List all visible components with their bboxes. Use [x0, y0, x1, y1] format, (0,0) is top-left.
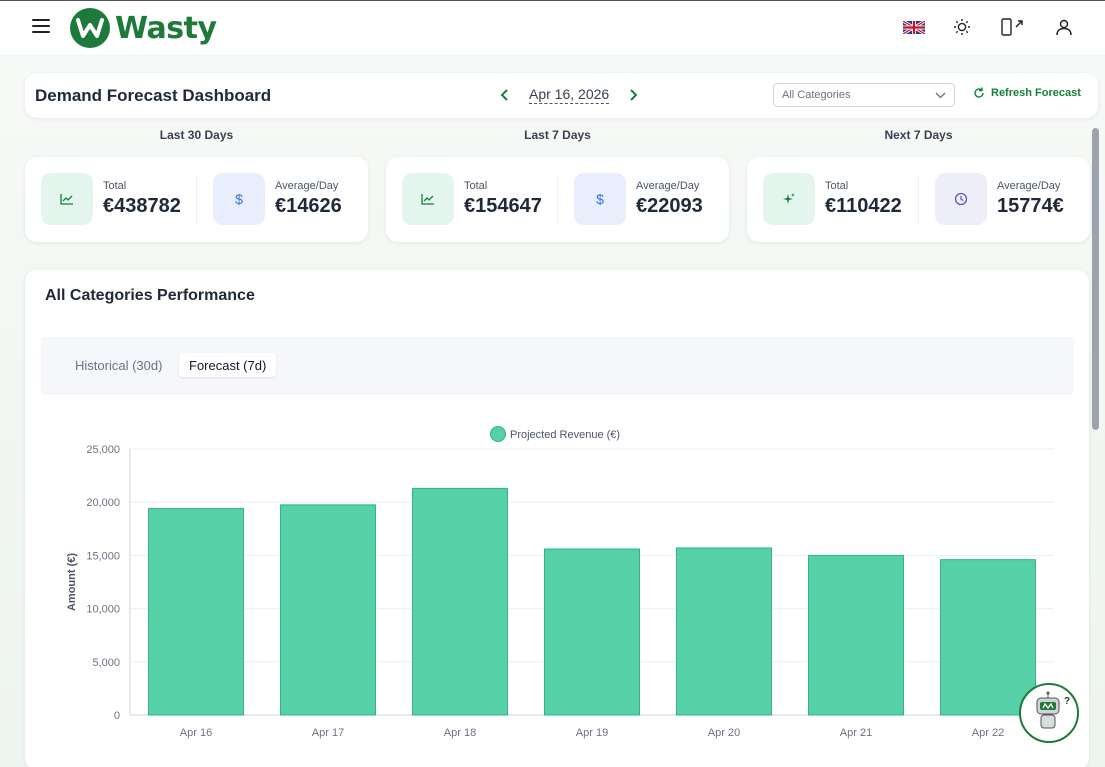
user-icon[interactable] — [1053, 16, 1075, 38]
scrollbar-thumb[interactable] — [1092, 128, 1099, 430]
period-label-next-7: Next 7 Days — [884, 128, 953, 142]
chevron-left-icon[interactable] — [495, 85, 515, 105]
stat-total-value: €438782 — [103, 195, 181, 217]
period-label-last-7: Last 7 Days — [524, 128, 591, 142]
divider — [557, 175, 558, 225]
stat-total-label: Total — [103, 180, 127, 192]
chevron-right-icon[interactable] — [623, 85, 643, 105]
current-date[interactable]: Apr 16, 2026 — [529, 86, 610, 104]
top-bar: Wasty — [0, 0, 1105, 54]
stat-total-label: Total — [464, 180, 488, 192]
tab-strip: Historical (30d) Forecast (7d) — [41, 337, 1074, 395]
x-tick-label: Apr 16 — [180, 727, 212, 739]
trend-chart-icon — [402, 173, 454, 225]
stat-avg-value: €14626 — [275, 195, 342, 217]
category-select-value: All Categories — [782, 89, 851, 101]
performance-title: All Categories Performance — [45, 287, 255, 304]
y-tick-label: 10,000 — [86, 604, 120, 616]
performance-card: All Categories Performance Historical (3… — [25, 270, 1089, 767]
x-tick-label: Apr 22 — [972, 727, 1004, 739]
x-tick-label: Apr 17 — [312, 727, 344, 739]
clock-icon — [935, 173, 987, 225]
page-title: Demand Forecast Dashboard — [35, 86, 272, 105]
refresh-forecast-button[interactable]: Refresh Forecast — [973, 87, 1081, 99]
logo[interactable]: Wasty — [70, 8, 217, 48]
assistant-bot-button[interactable]: ? — [1019, 683, 1079, 743]
bar — [279, 504, 377, 716]
y-tick-label: 15,000 — [86, 550, 120, 562]
stat-total-value: €110422 — [825, 195, 902, 217]
bar — [147, 508, 245, 716]
mobile-external-icon[interactable] — [999, 16, 1027, 38]
dashboard-header: Demand Forecast Dashboard Apr 16, 2026 A… — [25, 73, 1098, 118]
sun-icon[interactable] — [951, 16, 973, 38]
divider — [196, 175, 197, 225]
x-tick-label: Apr 20 — [708, 727, 740, 739]
x-tick-label: Apr 19 — [576, 727, 608, 739]
tab-forecast[interactable]: Forecast (7d) — [179, 353, 277, 377]
brand-name: Wasty — [115, 10, 217, 46]
stat-avg-value: 15774€ — [997, 195, 1064, 217]
stat-total-label: Total — [825, 180, 849, 192]
y-tick-label: 0 — [114, 710, 120, 722]
dollar-icon: $ — [574, 173, 626, 225]
legend-label: Projected Revenue (€) — [510, 429, 620, 441]
bar — [543, 548, 641, 716]
bar — [939, 559, 1037, 716]
stat-avg-label: Average/Day — [636, 180, 700, 192]
chevron-down-icon — [935, 90, 946, 102]
robot-icon: ? — [1036, 691, 1070, 729]
y-tick-label: 25,000 — [86, 444, 120, 456]
uk-flag-icon[interactable] — [903, 16, 925, 38]
bar — [807, 554, 905, 716]
stat-avg-label: Average/Day — [997, 180, 1061, 192]
dollar-icon: $ — [213, 173, 265, 225]
refresh-forecast-label: Refresh Forecast — [991, 87, 1081, 99]
logo-mark-icon — [70, 8, 110, 48]
stat-total-value: €154647 — [464, 195, 542, 217]
tab-historical[interactable]: Historical (30d) — [75, 358, 163, 373]
sparkles-icon — [763, 173, 815, 225]
stat-card-last-7: Total €154647 $ Average/Day €22093 — [386, 157, 729, 242]
svg-text:$: $ — [235, 191, 243, 207]
divider — [918, 175, 919, 225]
hamburger-menu-icon[interactable] — [32, 19, 50, 33]
period-label-last-30: Last 30 Days — [159, 128, 234, 142]
y-tick-label: 5,000 — [92, 657, 120, 669]
x-tick-label: Apr 21 — [840, 727, 872, 739]
category-select[interactable]: All Categories — [773, 83, 955, 107]
date-navigator: Apr 16, 2026 — [495, 85, 643, 105]
legend-swatch — [490, 426, 506, 442]
bar — [411, 487, 509, 716]
trend-chart-icon — [41, 173, 93, 225]
y-axis-label: Amount (€) — [66, 553, 78, 611]
y-tick-label: 20,000 — [86, 497, 120, 509]
stat-avg-label: Average/Day — [275, 180, 339, 192]
bar — [675, 547, 773, 716]
svg-text:?: ? — [1064, 696, 1070, 707]
x-tick-label: Apr 18 — [444, 727, 476, 739]
svg-text:$: $ — [596, 191, 604, 207]
refresh-icon — [974, 87, 984, 98]
stat-card-next-7: Total €110422 Average/Day 15774€ — [747, 157, 1090, 242]
stat-avg-value: €22093 — [636, 195, 703, 217]
stat-card-last-30: Total €438782 $ Average/Day €14626 — [25, 157, 368, 242]
